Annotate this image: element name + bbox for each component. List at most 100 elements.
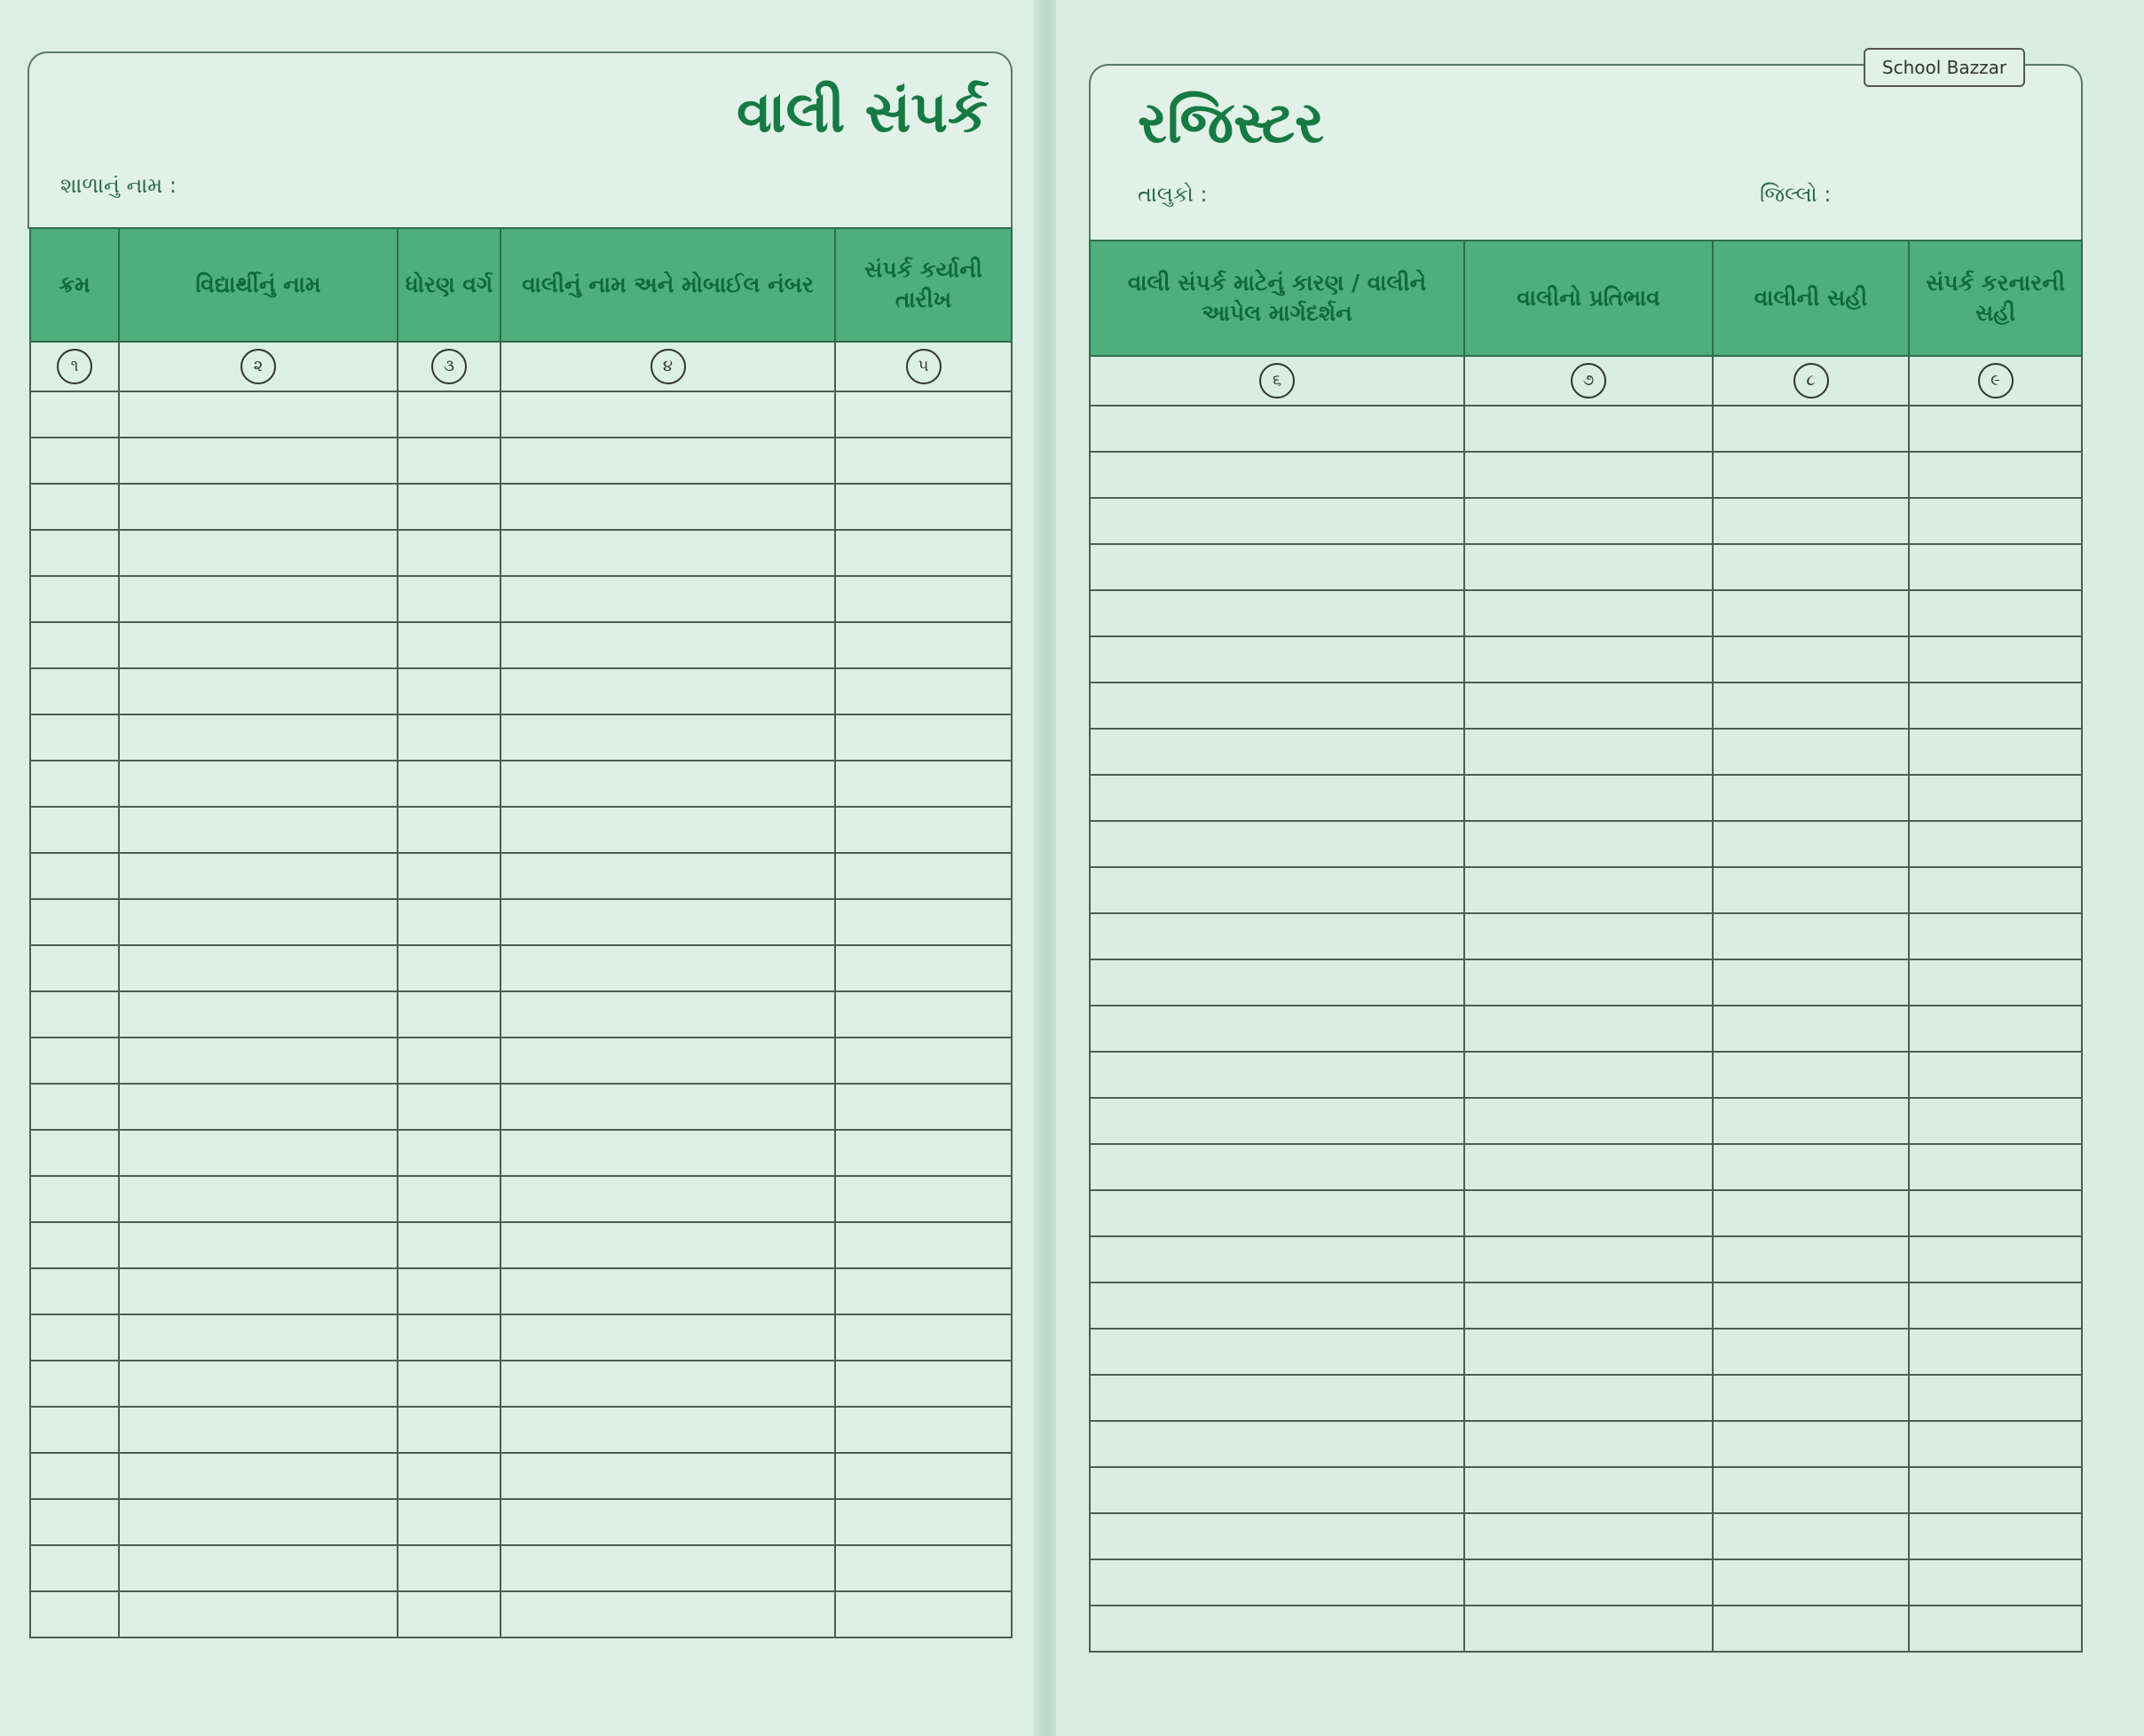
blank-row — [1089, 1420, 2083, 1468]
blank-row — [29, 852, 1013, 900]
blank-cell — [1089, 543, 1465, 591]
blank-cell — [1089, 866, 1465, 914]
blank-cell — [1908, 1282, 2083, 1330]
blank-cell — [1712, 635, 1910, 683]
blank-cell — [500, 944, 836, 992]
column-number: ૧ — [57, 349, 92, 384]
blank-cell — [1089, 1282, 1465, 1330]
column-number: ૩ — [431, 349, 467, 384]
blank-cell — [1908, 820, 2083, 868]
blank-row — [1089, 1143, 2083, 1191]
blank-cell — [1712, 451, 1910, 499]
blank-cell — [1712, 1143, 1910, 1191]
blank-row — [1089, 1097, 2083, 1145]
blank-row — [29, 483, 1013, 531]
blank-cell — [29, 898, 120, 946]
blank-cell — [1463, 1005, 1714, 1053]
blank-cell — [1463, 820, 1714, 868]
blank-cell — [1712, 1558, 1910, 1606]
blank-cell — [1908, 497, 2083, 545]
blank-cell — [1908, 1512, 2083, 1560]
blank-cell — [1463, 1235, 1714, 1283]
blank-cell — [1908, 1605, 2083, 1653]
blank-cell — [29, 1498, 120, 1546]
column-number: ૪ — [650, 349, 686, 384]
blank-cell — [118, 391, 398, 438]
blank-cell — [834, 1406, 1013, 1454]
blank-row — [1089, 1235, 2083, 1283]
blank-cell — [500, 1221, 836, 1269]
blank-cell — [1908, 1328, 2083, 1376]
blank-cell — [397, 1037, 501, 1085]
column-header: સંપર્ક કર્યાની તારીખ — [834, 227, 1013, 343]
blank-cell — [397, 990, 501, 1038]
blank-cell — [29, 1452, 120, 1500]
blank-row — [29, 1314, 1013, 1361]
blank-cell — [500, 990, 836, 1038]
blank-row — [29, 1590, 1013, 1638]
blank-cell — [397, 1360, 501, 1408]
blank-cell — [500, 1590, 836, 1638]
blank-cell — [500, 1498, 836, 1546]
blank-cell — [1089, 1189, 1465, 1237]
blank-cell — [118, 1267, 398, 1315]
blank-cell — [118, 667, 398, 715]
column-header: વાલીનું નામ અને મોબાઈલ નંબર — [500, 227, 836, 343]
left-page: વાલી સંપર્ક શાળાનું નામ : ક્રમ વિદ્યાર્થ… — [0, 0, 1038, 1736]
blank-row — [1089, 451, 2083, 499]
blank-cell — [834, 575, 1013, 623]
blank-cell — [118, 898, 398, 946]
blank-cell — [834, 1175, 1013, 1223]
blank-cell — [1908, 728, 2083, 776]
blank-cell — [500, 1083, 836, 1131]
blank-cell — [1908, 682, 2083, 730]
blank-cell — [29, 944, 120, 992]
blank-cell — [1712, 1605, 1910, 1653]
blank-cell — [118, 1129, 398, 1177]
blank-cell — [397, 1544, 501, 1592]
column-number: ૮ — [1793, 363, 1829, 398]
blank-cell — [1908, 405, 2083, 453]
blank-cell — [1908, 1420, 2083, 1468]
column-number: ૯ — [1977, 363, 2014, 398]
blank-cell — [834, 483, 1013, 531]
blank-row — [29, 667, 1013, 715]
blank-cell — [118, 1406, 398, 1454]
blank-row — [1089, 1051, 2083, 1099]
blank-row — [1089, 866, 2083, 914]
blank-cell — [29, 575, 120, 623]
blank-cell — [834, 437, 1013, 485]
blank-row — [29, 621, 1013, 669]
blank-cell — [500, 391, 836, 438]
column-number: ૨ — [240, 349, 276, 384]
blank-cell — [834, 990, 1013, 1038]
blank-row — [29, 1175, 1013, 1223]
left-header-box — [28, 51, 1013, 229]
blank-row — [29, 1037, 1013, 1085]
blank-cell — [29, 760, 120, 808]
logo-text: School Bazzar — [1881, 57, 2007, 78]
blank-cell — [834, 1221, 1013, 1269]
blank-cell — [500, 1452, 836, 1500]
blank-cell — [834, 1590, 1013, 1638]
blank-row — [1089, 774, 2083, 822]
blank-cell — [1089, 1328, 1465, 1376]
blank-cell — [29, 1083, 120, 1131]
blank-row — [29, 1221, 1013, 1269]
column-number: ૭ — [1571, 363, 1606, 398]
blank-cell — [1712, 1097, 1910, 1145]
school-name-label: શાળાનું નામ : — [60, 173, 177, 198]
blank-cell — [1908, 543, 2083, 591]
blank-row — [29, 990, 1013, 1038]
blank-cell — [500, 575, 836, 623]
blank-cell — [397, 760, 501, 808]
blank-cell — [834, 898, 1013, 946]
blank-cell — [834, 714, 1013, 761]
blank-cell — [1089, 1374, 1465, 1422]
blank-cell — [834, 1452, 1013, 1500]
blank-cell — [397, 852, 501, 900]
column-header: વાલી સંપર્ક માટેનું કારણ / વાલીને આપેલ મ… — [1089, 240, 1465, 357]
blank-cell — [1712, 1005, 1910, 1053]
blank-cell — [1463, 405, 1714, 453]
blank-cell — [118, 714, 398, 761]
